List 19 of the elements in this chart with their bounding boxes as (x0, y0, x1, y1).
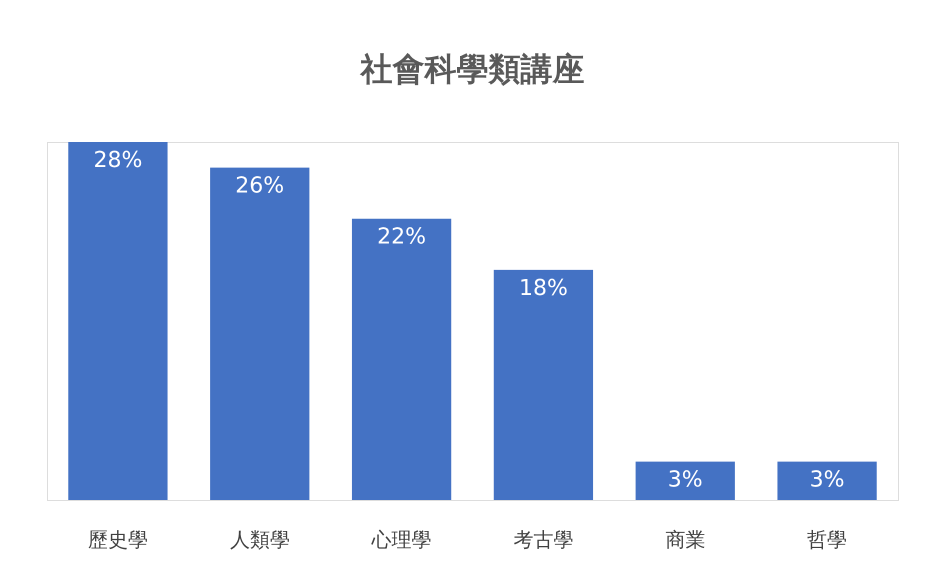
x-tick-label: 商業 (665, 528, 706, 552)
data-label: 22% (377, 224, 426, 250)
bar (210, 168, 310, 500)
bar (494, 270, 594, 500)
x-tick-label: 人類學 (230, 528, 290, 552)
x-tick-label: 心理學 (370, 528, 432, 552)
bar (68, 142, 168, 500)
data-label: 3% (668, 468, 703, 493)
bar (636, 462, 735, 500)
bar (352, 218, 452, 500)
data-label: 26% (235, 174, 284, 199)
data-label: 3% (810, 468, 845, 493)
x-tick-label: 歷史學 (88, 528, 148, 552)
chart-title: 社會科學類講座 (360, 50, 584, 88)
data-label: 28% (93, 148, 142, 173)
data-label: 18% (518, 276, 568, 301)
x-tick-label: 哲學 (807, 528, 848, 552)
x-tick-label: 考古學 (513, 528, 574, 552)
bar (777, 462, 877, 500)
